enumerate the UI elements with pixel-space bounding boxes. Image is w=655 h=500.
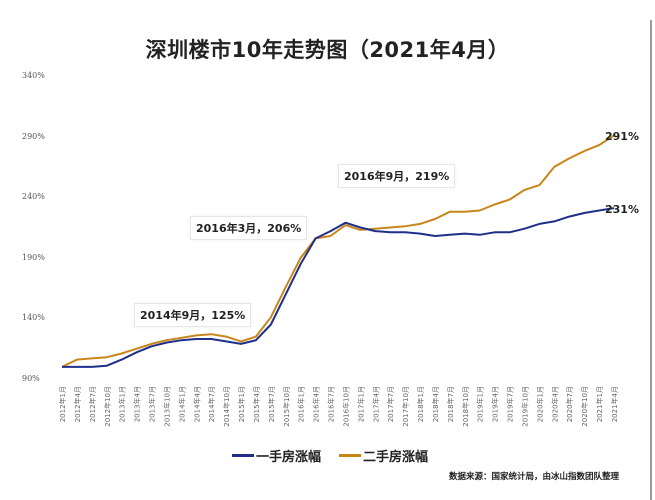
x-tick-label: 2016年7月 xyxy=(327,386,336,422)
x-tick-label: 2020年10月 xyxy=(580,386,589,427)
y-tick-label: 240% xyxy=(22,192,45,202)
x-tick-label: 2013年4月 xyxy=(133,386,142,422)
x-tick-label: 2014年10月 xyxy=(222,386,231,427)
x-tick-label: 2015年10月 xyxy=(282,386,291,427)
x-tick-label: 2015年1月 xyxy=(237,386,246,422)
x-tick-label: 2018年1月 xyxy=(416,386,425,422)
legend-item-new-home: 一手房涨幅 xyxy=(232,446,321,465)
x-tick-label: 2013年1月 xyxy=(118,386,127,422)
new-home-line xyxy=(62,207,615,368)
x-tick-label: 2012年1月 xyxy=(58,386,67,422)
x-tick-label: 2021年4月 xyxy=(610,386,619,422)
frame-border xyxy=(650,20,652,500)
x-tick-label: 2012年10月 xyxy=(103,386,112,427)
x-axis-labels: 2012年1月 2012年4月 2012年7月 2012年10月 2013年1月 2013… xyxy=(58,386,619,427)
x-tick-label: 2014年7月 xyxy=(207,386,216,422)
x-tick-label: 2020年4月 xyxy=(550,386,559,422)
x-tick-label: 2014年1月 xyxy=(177,386,186,422)
x-tick-label: 2012年4月 xyxy=(73,386,82,422)
x-tick-label: 2020年7月 xyxy=(565,386,574,422)
x-tick-label: 2017年10月 xyxy=(401,386,410,427)
legend-item-second-hand: 二手房涨幅 xyxy=(339,446,428,465)
legend-swatch-new-home xyxy=(232,454,254,457)
x-tick-label: 2013年10月 xyxy=(162,386,171,427)
end-label-new-home: 231% xyxy=(605,203,639,216)
x-tick-label: 2013年7月 xyxy=(148,386,157,422)
x-tick-label: 2017年7月 xyxy=(386,386,395,422)
y-tick-label: 190% xyxy=(22,252,45,262)
x-tick-label: 2016年4月 xyxy=(312,386,321,422)
y-tick-label: 140% xyxy=(22,313,45,323)
x-tick-label: 2019年10月 xyxy=(520,386,529,427)
x-tick-label: 2014年4月 xyxy=(192,386,201,422)
x-tick-label: 2019年7月 xyxy=(506,386,515,422)
chart-title: 深圳楼市10年走势图（2021年4月） xyxy=(145,38,510,62)
x-tick-label: 2017年1月 xyxy=(356,386,365,422)
second-hand-line xyxy=(61,134,615,368)
x-tick-label: 2019年1月 xyxy=(476,386,485,422)
x-tick-label: 2018年10月 xyxy=(461,386,470,427)
legend: 一手房涨幅 二手房涨幅 xyxy=(232,446,428,465)
callout-2014-09: 2014年9月，125% xyxy=(134,303,252,327)
callout-2016-03: 2016年3月，206% xyxy=(190,216,308,240)
x-tick-label: 2018年7月 xyxy=(446,386,455,422)
y-tick-label: 340% xyxy=(22,71,45,80)
x-tick-label: 2021年1月 xyxy=(595,386,604,422)
legend-swatch-second-hand xyxy=(339,454,362,457)
x-tick-label: 2016年10月 xyxy=(341,386,350,427)
callout-2016-09: 2016年9月，219% xyxy=(338,164,456,188)
data-source: 数据来源：国家统计局，由冰山指数团队整理 xyxy=(448,472,619,482)
legend-label-second-hand: 二手房涨幅 xyxy=(363,450,429,465)
y-tick-label: 290% xyxy=(22,131,45,141)
x-tick-label: 2016年1月 xyxy=(297,386,306,422)
legend-label-new-home: 一手房涨幅 xyxy=(256,450,322,465)
x-tick-label: 2015年4月 xyxy=(252,386,261,422)
x-tick-label: 2019年4月 xyxy=(491,386,500,422)
end-label-second-hand: 291% xyxy=(605,130,639,143)
y-tick-label: 90% xyxy=(22,374,40,383)
x-tick-label: 2018年4月 xyxy=(431,386,440,422)
x-tick-label: 2012年7月 xyxy=(88,386,97,422)
x-tick-label: 2015年7月 xyxy=(267,386,276,422)
x-tick-label: 2017年4月 xyxy=(371,386,380,422)
x-tick-label: 2020年1月 xyxy=(535,386,544,422)
